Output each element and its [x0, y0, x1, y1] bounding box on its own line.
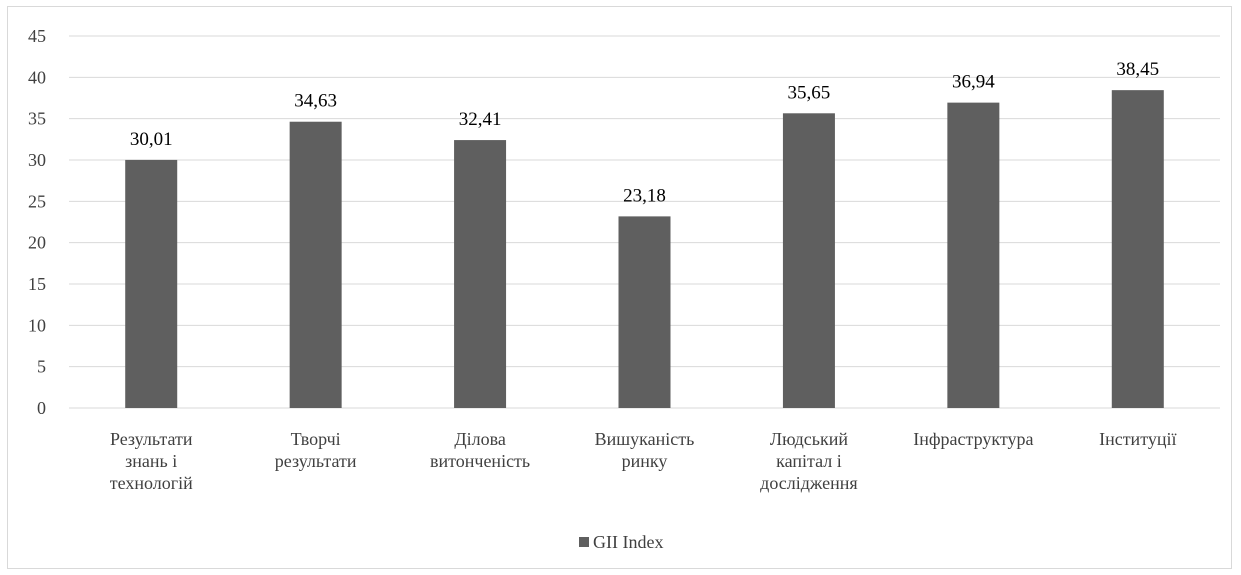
y-tick-label: 10	[28, 315, 46, 335]
data-label: 30,01	[130, 129, 173, 150]
x-axis-categories: Результати знань і технологій Творчі результ…	[110, 429, 1177, 493]
category-label: Інфраструктура	[913, 429, 1033, 449]
legend: GII Index	[579, 532, 663, 552]
y-tick-label: 40	[28, 67, 46, 87]
data-label: 36,94	[952, 72, 995, 93]
bar	[125, 159, 178, 408]
data-label: 23,18	[623, 185, 666, 206]
category-label: Інституції	[1099, 429, 1176, 449]
bar	[454, 140, 507, 408]
y-tick-label: 15	[28, 274, 46, 294]
y-tick-label: 0	[37, 398, 46, 418]
data-labels: 30,01 34,63 32,41 23,18 35,65 36,94 38,45	[130, 59, 1159, 206]
bars	[125, 90, 1164, 408]
category-label: Творчі результати	[275, 429, 357, 471]
category-label: Результати знань і технологій	[110, 429, 193, 493]
category-label: Вишуканість ринку	[595, 429, 695, 471]
y-axis-ticks: 0 5 10 15 20 25 30 35 40 45	[28, 26, 46, 418]
category-label: Людський капітал і дослідження	[760, 429, 857, 493]
data-label: 35,65	[788, 82, 831, 103]
y-tick-label: 20	[28, 233, 46, 253]
data-label: 34,63	[294, 91, 337, 112]
bar	[618, 216, 671, 408]
data-label: 32,41	[459, 109, 502, 130]
bar	[289, 121, 342, 408]
y-tick-label: 25	[28, 191, 46, 211]
y-tick-label: 45	[28, 26, 46, 46]
category-label: Ділова витонченість	[430, 429, 530, 471]
y-tick-label: 30	[28, 150, 46, 170]
y-tick-label: 35	[28, 109, 46, 129]
chart-frame: 0 5 10 15 20 25 30 35 40 45 30,01 34,63 32,41 23,18 3…	[7, 6, 1232, 569]
bar	[1111, 90, 1164, 408]
data-label: 38,45	[1116, 59, 1159, 80]
y-tick-label: 5	[37, 357, 46, 377]
bar	[947, 102, 1000, 408]
bar	[782, 113, 835, 408]
legend-label: GII Index	[593, 532, 663, 552]
legend-swatch	[579, 537, 589, 547]
